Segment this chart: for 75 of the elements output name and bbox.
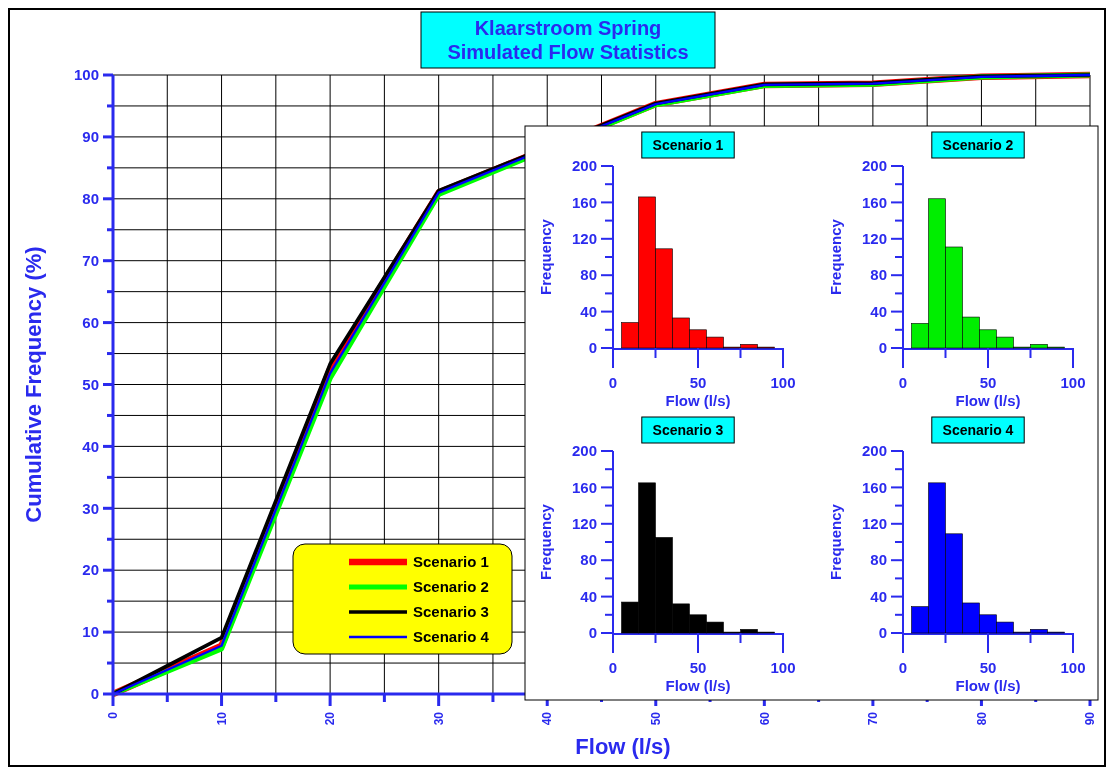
chart-title: Scenario 4: [942, 422, 1014, 439]
x-axis-title: Flow (l/s): [955, 392, 1021, 409]
y-tick-label: 200: [861, 442, 887, 460]
y-tick-label: 0: [90, 685, 99, 703]
x-tick-label: 90: [1083, 711, 1098, 726]
y-tick-label: 120: [861, 515, 887, 533]
x-tick-label: 0: [898, 659, 908, 676]
y-tick-label: 200: [861, 157, 887, 175]
x-tick-label: 50: [979, 374, 997, 391]
y-tick-label: 20: [82, 561, 99, 579]
y-tick-label: 60: [82, 313, 99, 331]
y-tick-label: 30: [82, 499, 99, 517]
y-tick-label: 120: [571, 515, 597, 533]
y-tick-label: 0: [588, 339, 597, 357]
y-tick-label: 40: [580, 587, 597, 605]
x-tick-label: 0: [898, 374, 908, 391]
x-axis-title: Flow (l/s): [955, 677, 1021, 694]
x-tick-label: 50: [979, 659, 997, 676]
y-tick-label: 10: [82, 623, 99, 641]
x-axis-title: Flow (l/s): [665, 392, 731, 409]
y-tick-label: 40: [870, 587, 887, 605]
chart-title: Scenario 3: [652, 422, 724, 439]
y-axis-title: Frequency: [537, 503, 554, 580]
y-tick-label: 120: [861, 230, 887, 248]
y-tick-label: 80: [870, 266, 887, 284]
y-tick-label: 90: [82, 128, 99, 146]
legend-label: Scenario 1: [413, 553, 489, 571]
y-tick-label: 200: [571, 442, 597, 460]
x-tick-label: 0: [106, 711, 121, 719]
x-tick-label: 50: [648, 711, 663, 726]
legend-label: Scenario 2: [413, 578, 489, 596]
y-tick-label: 80: [580, 551, 597, 569]
x-tick-label: 100: [1060, 374, 1086, 391]
y-tick-label: 160: [571, 193, 597, 211]
x-tick-label: 0: [608, 374, 618, 391]
x-tick-label: 30: [431, 711, 446, 726]
legend-label: Scenario 3: [413, 603, 489, 621]
y-axis-title: Frequency: [827, 503, 844, 580]
x-tick-label: 80: [974, 711, 989, 726]
y-tick-label: 80: [580, 266, 597, 284]
y-axis-title: Frequency: [537, 218, 554, 295]
y-tick-label: 40: [870, 302, 887, 320]
y-tick-label: 80: [82, 190, 99, 208]
chart-title: Scenario 2: [942, 137, 1014, 154]
x-tick-label: 60: [757, 711, 772, 726]
y-tick-label: 80: [870, 551, 887, 569]
x-tick-label: 100: [1060, 659, 1086, 676]
y-tick-label: 200: [571, 157, 597, 175]
legend-label: Scenario 4: [413, 628, 490, 646]
y-tick-label: 0: [878, 624, 887, 642]
x-tick-label: 40: [540, 711, 555, 726]
y-tick-label: 160: [571, 478, 597, 496]
y-tick-label: 0: [588, 624, 597, 642]
y-tick-label: 120: [571, 230, 597, 248]
x-tick-label: 50: [689, 374, 707, 391]
y-tick-label: 160: [861, 478, 887, 496]
x-tick-label: 100: [770, 659, 796, 676]
x-tick-label: 0: [608, 659, 618, 676]
chart-title: Scenario 1: [652, 137, 724, 154]
chart-subtitle: Simulated Flow Statistics: [447, 41, 689, 64]
y-axis-title: Frequency: [827, 218, 844, 295]
y-tick-label: 70: [82, 251, 99, 269]
x-axis-title: Flow (l/s): [575, 734, 671, 759]
x-tick-label: 10: [214, 711, 229, 726]
x-tick-label: 100: [770, 374, 796, 391]
y-tick-label: 160: [861, 193, 887, 211]
x-axis-title: Flow (l/s): [665, 677, 731, 694]
y-tick-label: 100: [73, 66, 99, 84]
x-tick-label: 50: [689, 659, 707, 676]
y-axis-title: Cumulative Frequency (%): [21, 246, 46, 523]
y-tick-label: 0: [878, 339, 887, 357]
x-tick-label: 20: [323, 711, 338, 726]
y-tick-label: 40: [82, 437, 99, 455]
y-tick-label: 40: [580, 302, 597, 320]
chart-title: Klaarstroom Spring: [474, 17, 662, 40]
